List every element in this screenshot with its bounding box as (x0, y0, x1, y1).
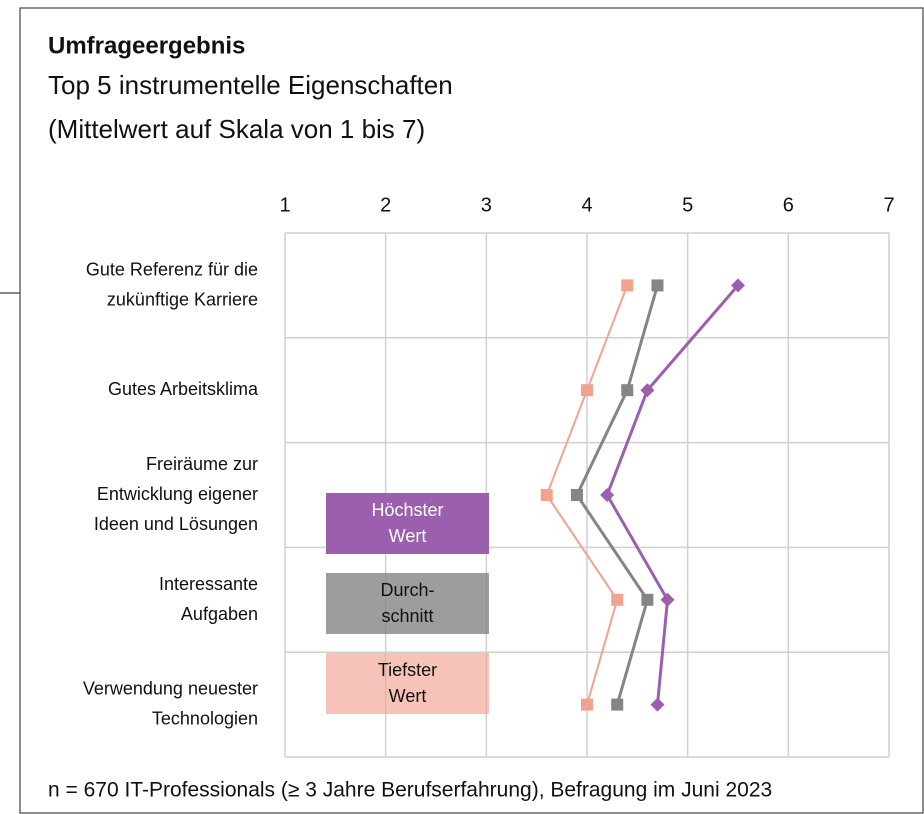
x-tick-label: 2 (380, 194, 391, 216)
chart-title: Umfrageergebnis (48, 32, 245, 59)
marker (540, 489, 553, 501)
chart-subtitle: Top 5 instrumentelle Eigenschaften (48, 70, 453, 100)
series-line (575, 284, 659, 706)
legend-label: Tiefster Wert (378, 660, 437, 706)
y-tick-label: Interessante Aufgaben (159, 574, 258, 624)
x-tick-label: 1 (279, 194, 290, 216)
marker (731, 278, 745, 293)
marker (611, 698, 624, 711)
legend-swatch (326, 493, 489, 554)
marker (570, 489, 583, 501)
marker (641, 593, 654, 606)
marker (611, 593, 624, 606)
frame (19, 7, 924, 814)
series-line (605, 284, 740, 705)
legend-label: Höchster Wert (371, 500, 443, 546)
x-tick-label: 5 (682, 194, 693, 216)
x-tick-label: 7 (883, 194, 894, 216)
marker (581, 384, 593, 397)
marker (581, 698, 593, 711)
marker (600, 488, 615, 502)
chart-subtitle: (Mittelwert auf Skala von 1 bis 7) (48, 114, 425, 144)
y-tick-label: Freiräume zur Entwicklung eigener Ideen un… (94, 454, 258, 534)
marker (621, 279, 634, 292)
y-tick-label: Gutes Arbeitsklima (108, 379, 259, 399)
marker (650, 697, 665, 712)
marker (660, 592, 675, 607)
footnote: n = 670 IT-Professionals (≥ 3 Jahre Beru… (48, 779, 772, 802)
legend-label: Durch-schnitt (380, 580, 434, 626)
x-tick-label: 4 (581, 194, 592, 216)
x-tick-label: 3 (481, 194, 492, 216)
marker (640, 383, 655, 398)
legend-swatch (326, 653, 489, 714)
marker (621, 384, 634, 397)
marker (651, 279, 664, 292)
y-tick-label: Verwendung neuester Technologien (83, 678, 258, 728)
x-tick-label: 6 (783, 194, 794, 216)
legend-swatch (326, 573, 489, 634)
y-tick-label: Gute Referenz für die zukünftige Karriere (86, 259, 258, 309)
